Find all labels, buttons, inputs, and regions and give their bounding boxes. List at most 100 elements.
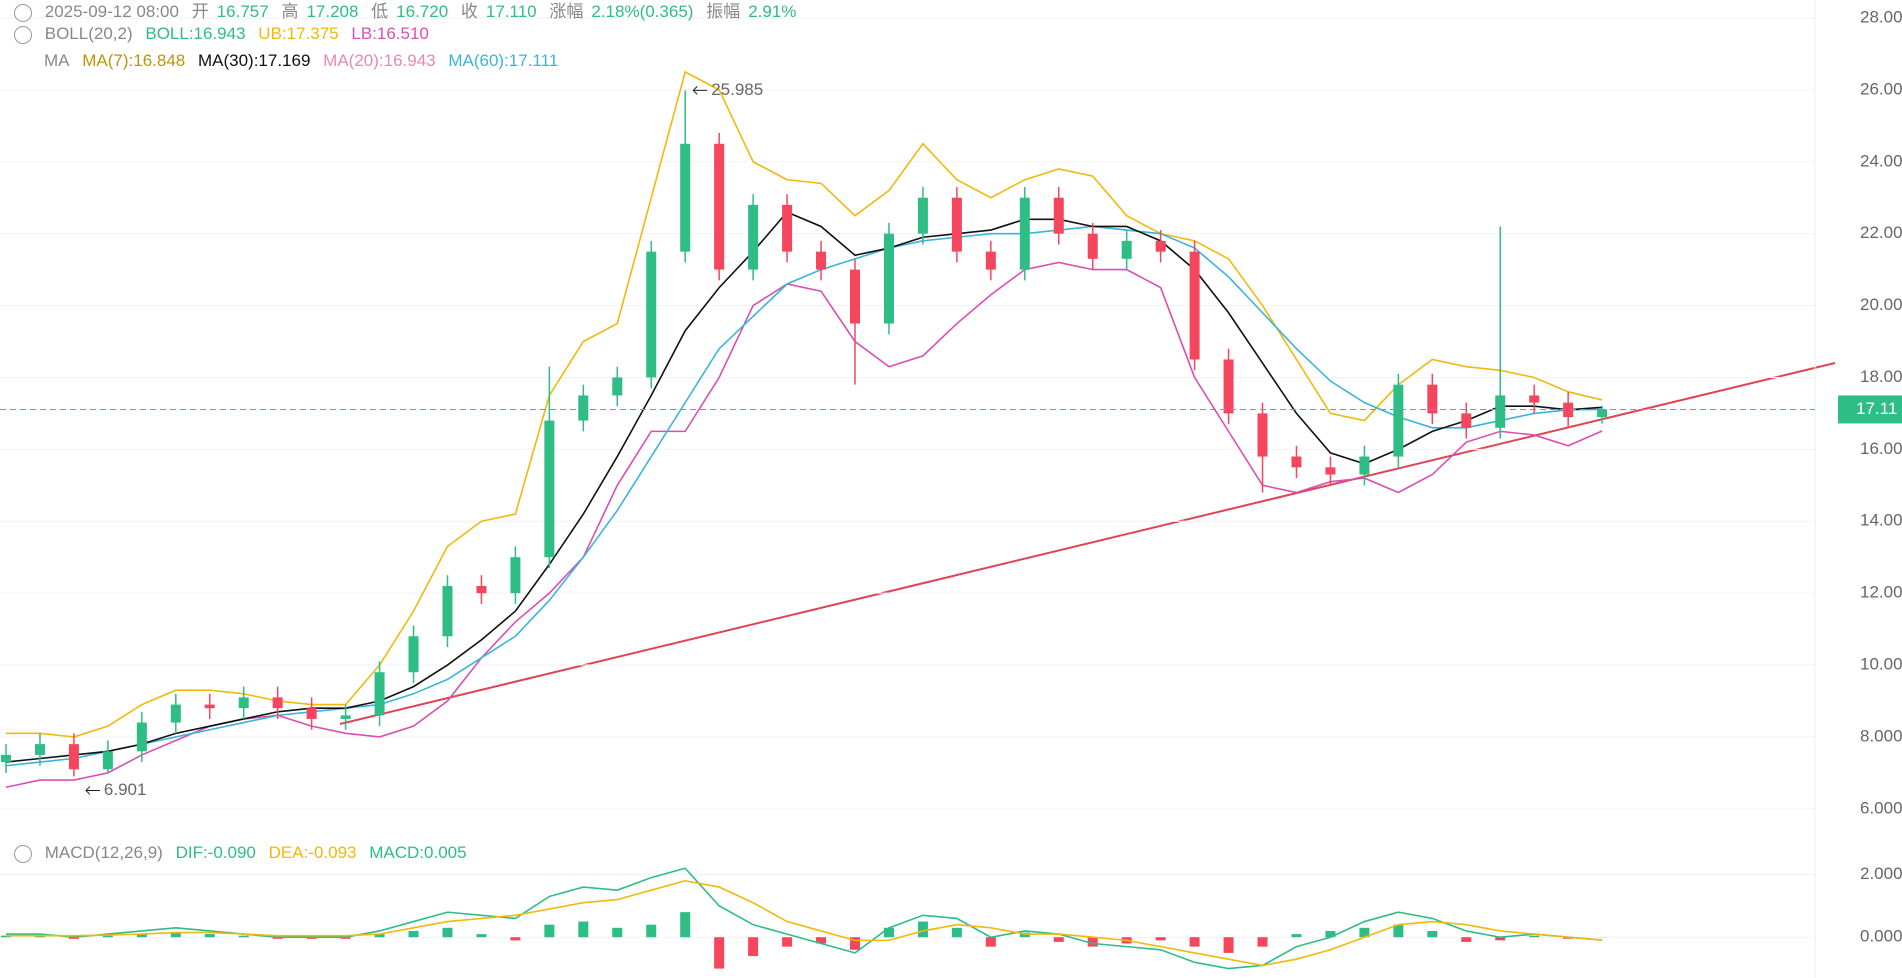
macd-bar — [985, 937, 996, 947]
value: 2.91% — [748, 2, 797, 21]
candle-body — [340, 715, 351, 719]
candle-body — [1155, 240, 1166, 252]
candle-body — [1, 754, 11, 763]
candle-body — [1189, 251, 1200, 360]
macd-bar — [816, 937, 827, 944]
macd-bar — [1495, 937, 1506, 941]
candle-body — [306, 708, 317, 719]
macd-bar — [442, 927, 453, 938]
candle-body — [1597, 409, 1608, 417]
macd-bar — [408, 930, 419, 938]
macd-bar — [1087, 937, 1098, 947]
candle-body — [816, 251, 827, 270]
y-tick-label: 26.00 — [1860, 79, 1902, 98]
candle-body — [1461, 413, 1472, 428]
label: 开 — [191, 2, 209, 21]
y-tick-label: 14.00 — [1860, 511, 1902, 530]
candle-body — [476, 585, 487, 594]
value: 2.18%(0.365) — [591, 2, 694, 21]
candle-body — [748, 204, 759, 270]
series-line — [6, 70, 1603, 738]
candle-body — [883, 233, 894, 324]
value: 16.720 — [396, 2, 449, 21]
candle-body — [442, 585, 453, 637]
candle-body — [1495, 395, 1506, 428]
candle-body — [612, 377, 623, 396]
high-arrow — [692, 86, 708, 95]
last-price-tag — [1838, 395, 1902, 424]
candle-body — [1529, 395, 1540, 403]
macd-bar — [748, 937, 759, 957]
boll-row: BOLL(20,2) BOLL:16.943 UB:17.375 LB:16.5… — [14, 24, 437, 44]
candle-body — [68, 744, 79, 770]
candle-body — [782, 204, 793, 252]
ma-row: MA MA(7):16.848 MA(30):17.169 MA(20):16.… — [44, 51, 566, 71]
macd-row: MACD(12,26,9) DIF:-0.090 DEA:-0.093 MACD… — [14, 843, 475, 863]
macd-bar — [1155, 937, 1166, 941]
series-line — [5, 211, 1603, 763]
candle-body — [1393, 384, 1404, 457]
macd-bar — [374, 934, 385, 938]
candle-body — [1291, 456, 1302, 468]
macd-bar — [714, 937, 725, 969]
candle-body — [1427, 384, 1438, 414]
macd-bar — [136, 934, 147, 938]
trend-line — [339, 362, 1836, 725]
macd-bar — [510, 937, 521, 941]
label: 振幅 — [706, 2, 741, 21]
macd-bar — [102, 935, 113, 938]
macd-bar — [1325, 930, 1336, 938]
candle-body — [408, 636, 419, 673]
toggle-icon[interactable] — [14, 25, 32, 44]
value: DIF:-0.090 — [175, 843, 256, 862]
y-tick-label: 16.00 — [1860, 439, 1902, 458]
candle-body — [1325, 467, 1336, 475]
candle-body — [951, 197, 962, 252]
candle-body — [850, 269, 860, 324]
candle-body — [272, 697, 283, 709]
candle-body — [170, 704, 181, 723]
macd-bar — [1393, 924, 1404, 938]
candle-body — [34, 744, 45, 755]
label: 涨幅 — [549, 2, 584, 21]
candle-body — [544, 420, 555, 558]
value: 17.110 — [485, 2, 537, 21]
value: 16.757 — [216, 2, 269, 21]
value: MACD:0.005 — [369, 843, 467, 862]
y-tick-label: 6.000 — [1860, 798, 1902, 817]
macd-bar — [1257, 937, 1268, 947]
series-line — [6, 867, 1603, 970]
candle-body — [102, 751, 113, 770]
low-label: 6.901 — [104, 780, 147, 799]
y-tick-label: 2.000 — [1860, 864, 1902, 883]
candle-body — [510, 557, 521, 594]
macd-bar — [850, 937, 860, 950]
macd-bar — [951, 927, 962, 938]
toggle-icon[interactable] — [14, 844, 32, 863]
macd-bar — [476, 934, 487, 938]
macd-bar — [578, 921, 589, 938]
y-tick-label: 12.00 — [1860, 583, 1902, 602]
y-tick-label: 20.00 — [1860, 295, 1902, 314]
low-arrow — [85, 786, 100, 795]
macd-bar — [646, 924, 657, 938]
macd-bar — [680, 912, 691, 938]
macd-bar — [1427, 930, 1438, 938]
series-line — [5, 225, 1603, 767]
candle-body — [917, 197, 928, 234]
macd-bar — [883, 927, 894, 938]
toggle-icon[interactable] — [14, 3, 32, 22]
candle-body — [1087, 233, 1098, 259]
candle-body — [1257, 413, 1268, 457]
candle-body — [1563, 402, 1574, 417]
indicator: BOLL(20,2) — [44, 24, 133, 43]
candle-body — [1053, 197, 1064, 234]
candle-body — [680, 143, 691, 252]
candle-body — [1223, 359, 1234, 414]
value: MA(30):17.169 — [197, 51, 311, 70]
last-price-label: 17.11 — [1856, 399, 1897, 418]
high-label: 25.985 — [711, 80, 763, 99]
candle-body — [238, 697, 249, 709]
